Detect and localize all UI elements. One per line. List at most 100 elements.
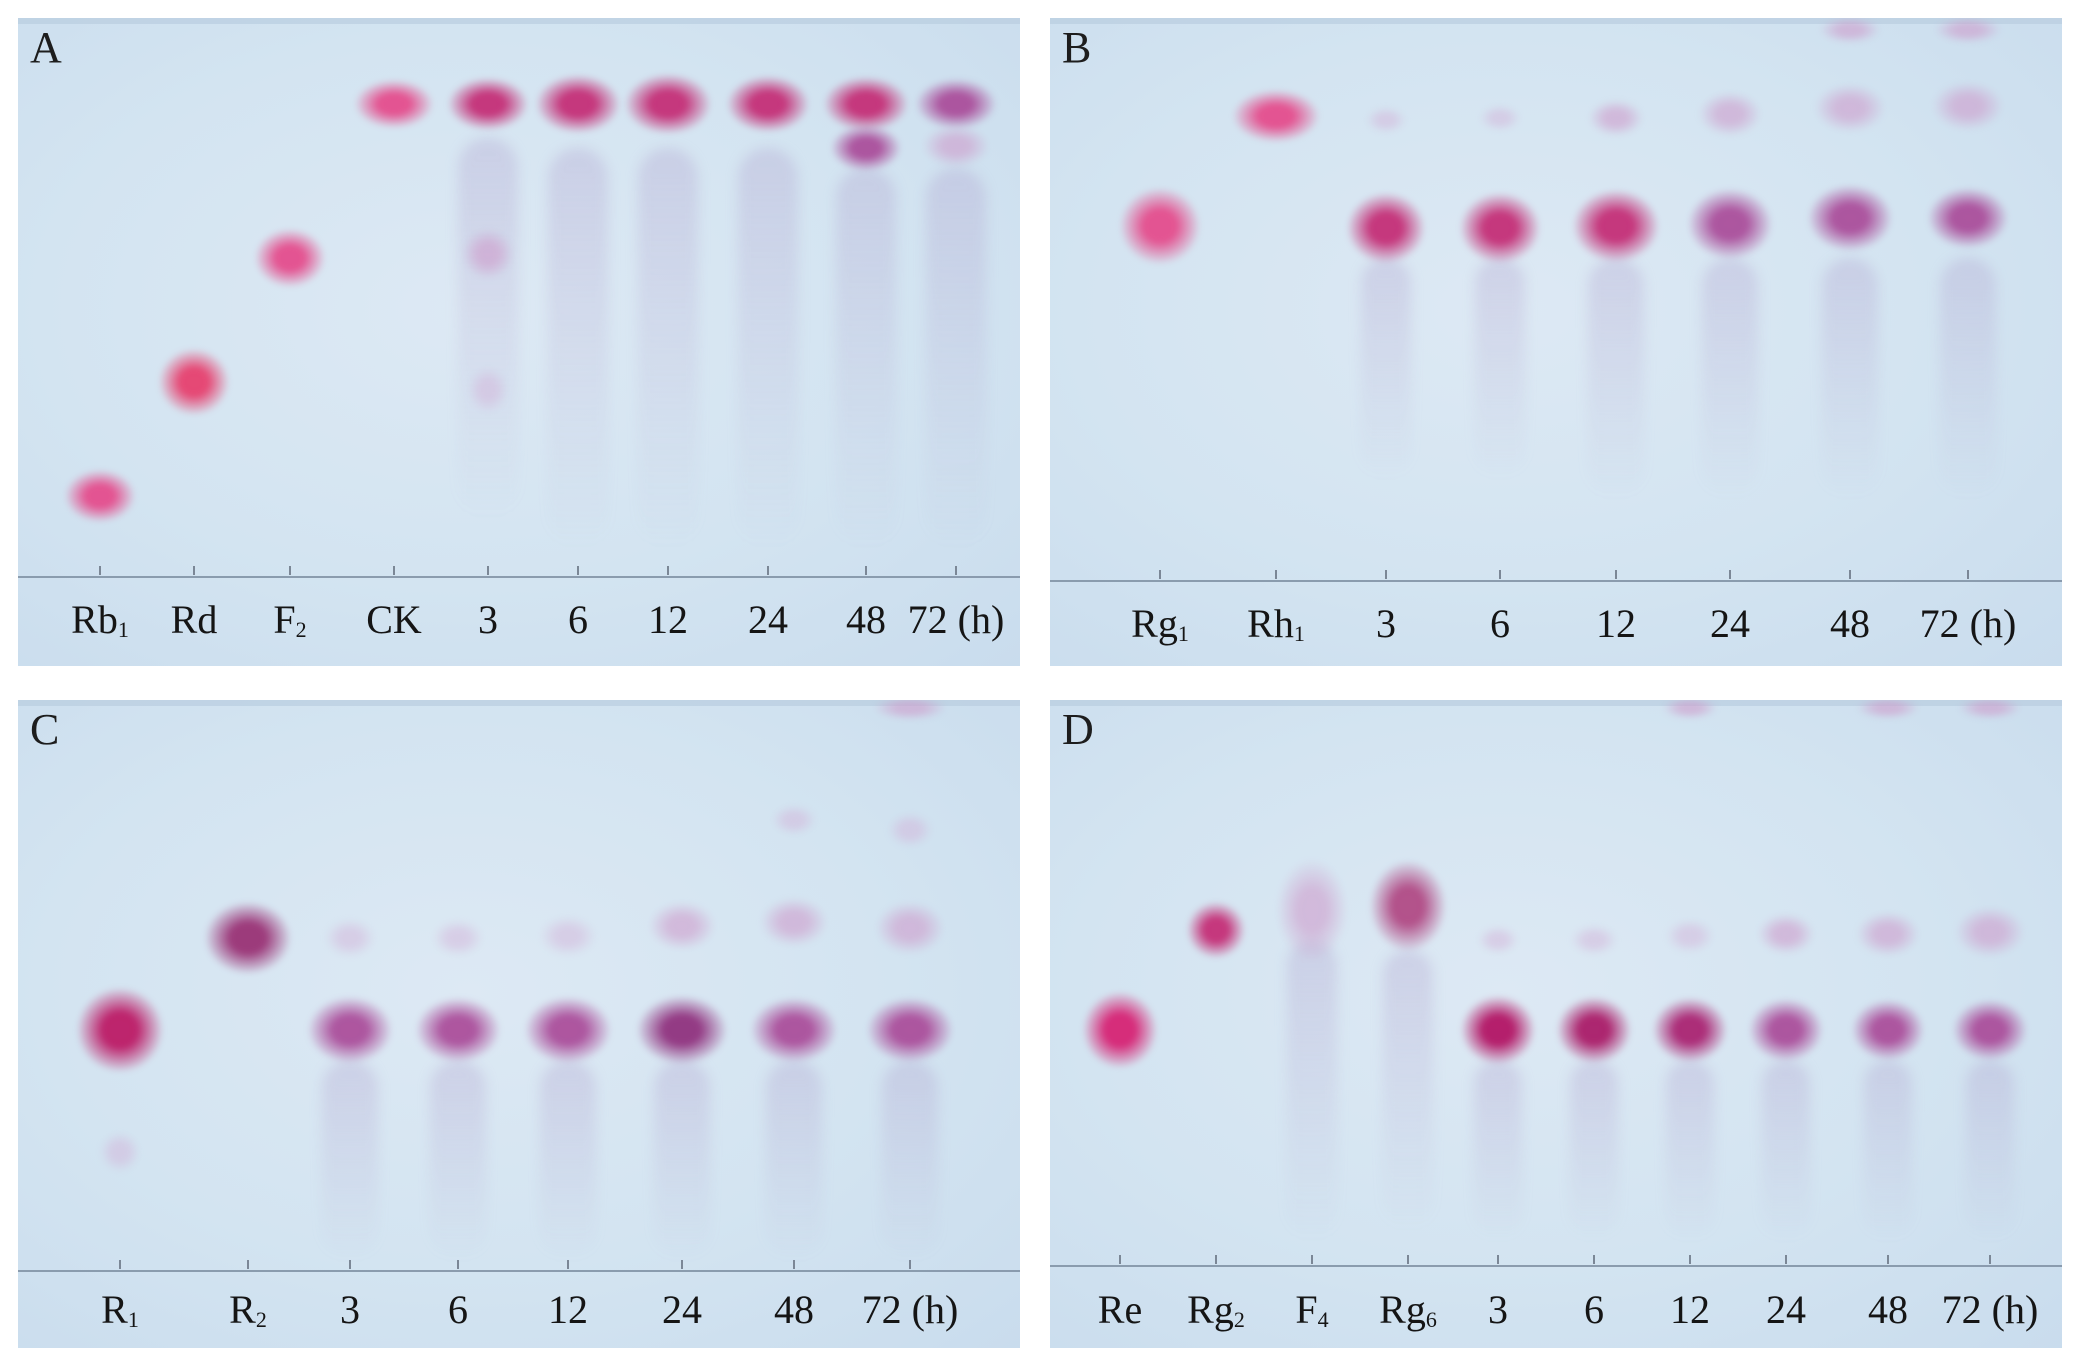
lane-label-main: 12: [648, 597, 688, 642]
lane-label-subscript: 2: [295, 617, 307, 642]
lane-label: Rg6: [1379, 1287, 1437, 1332]
lane-label-main: 72 (h): [1941, 1287, 2039, 1332]
origin-tick: [567, 1260, 569, 1269]
panel-letter: D: [1062, 705, 1094, 754]
tlc-spot: [1370, 861, 1446, 951]
tlc-spot: [255, 229, 325, 287]
lane-label-main: 48: [846, 597, 886, 642]
lane-label-main: 72 (h): [1919, 601, 2017, 646]
origin-tick: [1497, 1255, 1499, 1264]
origin-tick: [1215, 1255, 1217, 1264]
lane-label-main: Rb: [71, 597, 118, 642]
tailing-streak: [1475, 258, 1525, 478]
origin-tick: [1593, 1255, 1595, 1264]
tlc-spot: [1956, 907, 2024, 957]
tlc-spot: [1749, 999, 1823, 1061]
tlc-spot: [727, 76, 809, 132]
tailing-streak: [430, 1060, 486, 1260]
lane-label: 12: [648, 600, 688, 640]
origin-line: [18, 1270, 1020, 1272]
lane-label: 72 (h): [908, 600, 1005, 640]
origin-tick: [247, 1260, 249, 1269]
origin-tick: [487, 566, 489, 575]
origin-tick: [909, 1260, 911, 1269]
lane-label: 3: [478, 600, 498, 640]
lane-label: 48: [1830, 604, 1870, 644]
tailing-streak: [1383, 950, 1433, 1230]
tlc-plate-c: C R1 R2 3 6 12 24 48 72 (h): [18, 700, 1020, 1348]
lane-label-main: 12: [1596, 601, 1636, 646]
lane-label: 72 (h): [1942, 1290, 2039, 1330]
tailing-streak: [766, 1060, 822, 1260]
lane-label-main: 3: [340, 1287, 360, 1332]
tailing-streak: [1474, 1060, 1522, 1240]
tlc-spot: [831, 125, 901, 171]
tlc-spot: [159, 349, 229, 415]
lane-label: Rh1: [1247, 604, 1305, 645]
lane-label-main: 24: [662, 1287, 702, 1332]
tlc-spot: [1277, 860, 1347, 960]
lane-label-main: 48: [1868, 1287, 1908, 1332]
lane-label: CK: [366, 600, 422, 640]
tlc-plate-b: B Rg1 Rh1 3 6 12 24 48 72 (h): [1050, 18, 2062, 666]
tlc-spot: [65, 470, 135, 522]
lane-label: 6: [1584, 1290, 1604, 1330]
origin-tick: [1887, 1255, 1889, 1264]
origin-tick: [1499, 570, 1501, 579]
tlc-spot: [1187, 902, 1245, 958]
lane-label: 12: [1596, 604, 1636, 644]
lane-label-main: 3: [478, 597, 498, 642]
tlc-spot: [433, 920, 483, 956]
tlc-spot: [867, 998, 953, 1062]
lane-label-subscript: 2: [1233, 1307, 1245, 1332]
solvent-front: [18, 700, 1020, 706]
lane-label-main: R: [101, 1287, 128, 1332]
tailing-streak: [738, 148, 798, 548]
lane-label-main: 3: [1376, 601, 1396, 646]
tailing-streak: [638, 148, 698, 548]
lane-label-main: Re: [1097, 1287, 1143, 1332]
origin-tick: [1119, 1255, 1121, 1264]
tlc-spot: [1663, 700, 1717, 719]
lane-label: Rg2: [1187, 1290, 1245, 1332]
tlc-spot: [325, 919, 375, 957]
origin-tick: [865, 566, 867, 575]
tlc-spot: [1758, 914, 1814, 954]
tlc-spot: [1557, 997, 1631, 1063]
lane-label: 48: [846, 600, 886, 640]
origin-line: [1050, 1265, 2062, 1267]
tlc-spot: [1852, 1000, 1924, 1060]
tlc-plate-d: D Re Rg2 F4 Rg6 3 6 12 24 48 72 (h): [1050, 700, 2062, 1348]
origin-tick: [1311, 1255, 1313, 1264]
lane-label: 24: [1710, 604, 1750, 644]
origin-tick: [1785, 1255, 1787, 1264]
tlc-spot: [1120, 188, 1200, 264]
lane-label-main: CK: [366, 597, 422, 642]
tlc-spot: [100, 1132, 140, 1172]
lane-label-main: 6: [1490, 601, 1510, 646]
tailing-streak: [1588, 258, 1644, 498]
lane-label: 3: [340, 1290, 360, 1330]
lane-label-main: Rg: [1379, 1287, 1426, 1332]
origin-tick: [1689, 1255, 1691, 1264]
lane-label: 3: [1376, 604, 1396, 644]
tlc-spot: [772, 805, 816, 835]
tailing-streak: [882, 1060, 938, 1260]
tlc-spot: [1461, 996, 1535, 1064]
tlc-spot: [308, 997, 392, 1063]
tlc-spot: [468, 367, 508, 413]
tlc-spot: [751, 998, 837, 1062]
tlc-spot: [1857, 700, 1919, 719]
lane-label: 48: [774, 1290, 814, 1330]
lane-label-main: R: [229, 1287, 256, 1332]
tlc-spot: [1571, 925, 1617, 955]
lane-label: 24: [662, 1290, 702, 1330]
lane-label: Rb1: [71, 597, 129, 642]
origin-tick: [767, 566, 769, 575]
lane-label-main: F: [1295, 1287, 1318, 1332]
tlc-spot: [876, 902, 944, 954]
tailing-streak: [1822, 258, 1878, 498]
lane-label: 3: [1488, 1290, 1508, 1330]
lane-label-subscript: 2: [255, 1307, 267, 1332]
tailing-streak: [1570, 1060, 1618, 1240]
